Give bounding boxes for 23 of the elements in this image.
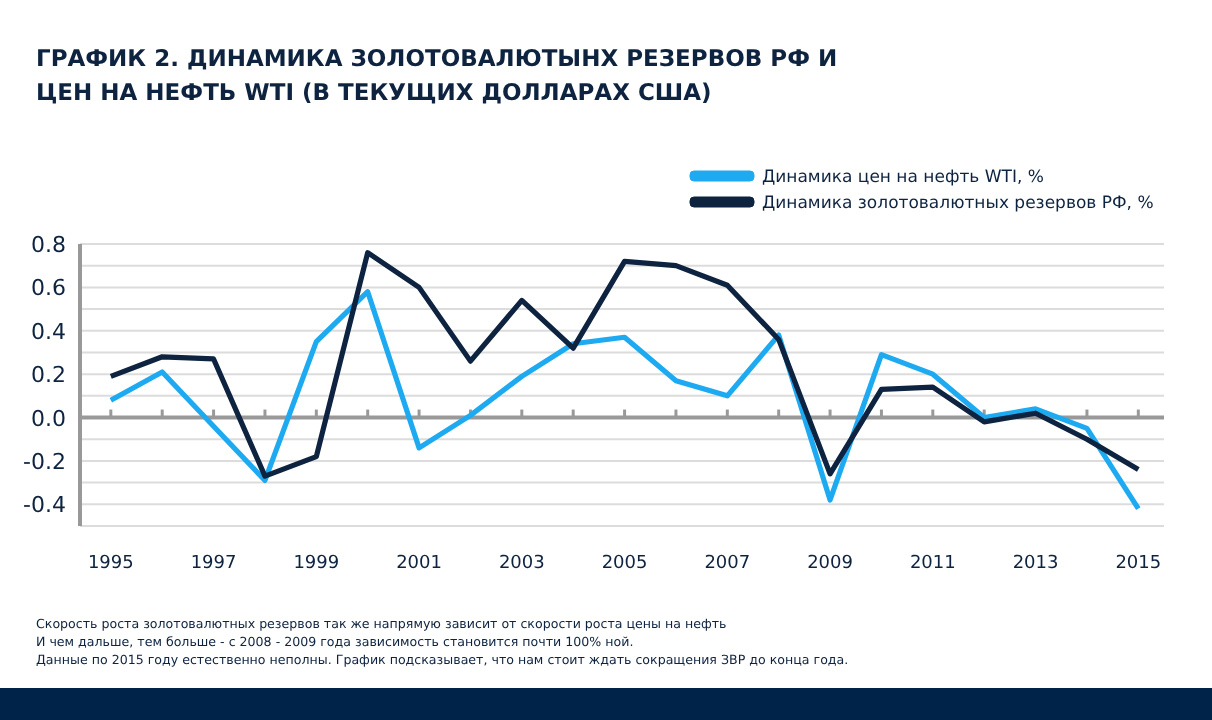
x-tick-label: 2009 [807, 554, 854, 574]
y-tick-label: 0.6 [31, 275, 66, 302]
x-tick-label: 2011 [909, 554, 956, 574]
x-tick-label: 2003 [498, 554, 545, 574]
y-tick-label: -0.4 [23, 492, 66, 519]
x-tick-label: 1995 [87, 554, 134, 574]
y-tick-label: -0.2 [23, 448, 66, 475]
y-tick-label: 0.4 [31, 318, 66, 345]
x-tick-label: 1997 [190, 554, 237, 574]
y-tick-label: 0.8 [31, 232, 66, 258]
legend-label: Динамика золотовалютных резервов РФ, % [762, 194, 1154, 214]
y-tick-label: 0.0 [31, 405, 66, 432]
line-series [108, 250, 1141, 479]
x-tick-label: 2005 [601, 554, 648, 574]
x-tick-label: 1999 [293, 554, 340, 574]
y-tick-label: 0.2 [31, 362, 66, 389]
x-tick-label: 2007 [704, 554, 751, 574]
x-tick-label: 2015 [1115, 554, 1162, 574]
line-series [108, 289, 1141, 512]
x-tick-label: 2001 [396, 554, 442, 574]
x-tick-label: 2013 [1012, 554, 1059, 574]
chart-title: ГРАФИК 2. ДИНАМИКА ЗОЛОТОВАЛЮТЫНХ РЕЗЕРВОВ РФ И ЦЕН НА НЕФТЬ WTI (В ТЕКУЩИХ ДОЛЛАРАХ США) [36, 44, 838, 106]
legend-label: Динамика цен на нефть WTI, % [762, 168, 1044, 188]
